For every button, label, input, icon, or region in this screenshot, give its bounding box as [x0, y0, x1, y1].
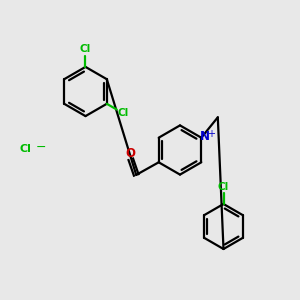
- Text: Cl: Cl: [117, 108, 128, 118]
- Text: Cl: Cl: [20, 143, 32, 154]
- Text: −: −: [36, 140, 46, 154]
- Text: N: N: [200, 130, 210, 143]
- Text: Cl: Cl: [218, 182, 229, 192]
- Text: O: O: [125, 147, 135, 160]
- Text: Cl: Cl: [80, 44, 91, 55]
- Text: +: +: [207, 129, 215, 139]
